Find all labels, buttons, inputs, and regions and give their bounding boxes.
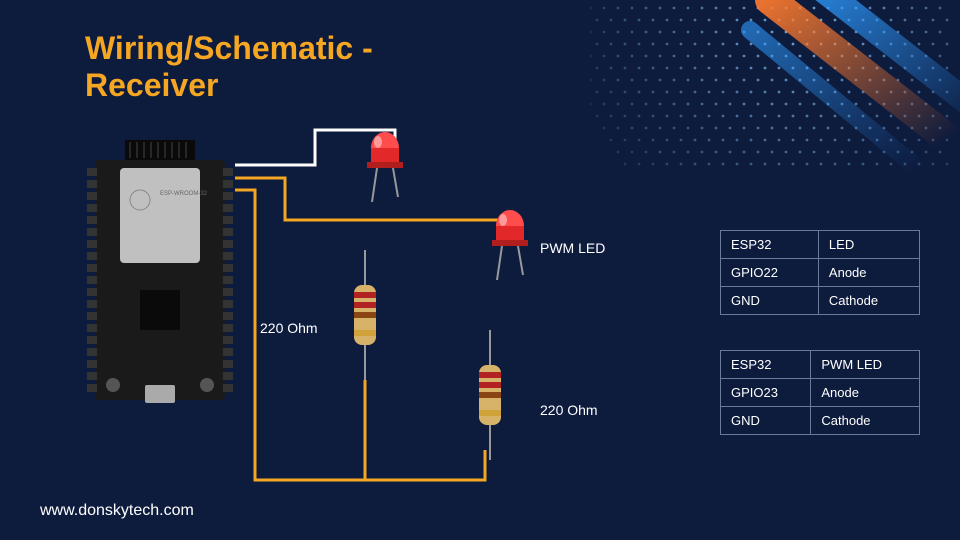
resistor-2	[475, 330, 505, 460]
resistor-1	[350, 250, 380, 380]
led-1	[360, 132, 410, 202]
esp32-board: ESP-WROOM-32	[85, 140, 235, 410]
led-2-label: PWM LED	[540, 240, 605, 256]
resistor-1-label: 220 Ohm	[260, 320, 318, 336]
decor-graphic	[590, 0, 960, 220]
table-row: GPIO22Anode	[721, 259, 920, 287]
table-row: GPIO23Anode	[721, 379, 920, 407]
table-row: GNDCathode	[721, 287, 920, 315]
pin-table-pwm-led: ESP32PWM LED GPIO23Anode GNDCathode	[720, 350, 920, 435]
page-title: Wiring/Schematic - Receiver	[85, 30, 373, 104]
resistor-2-label: 220 Ohm	[540, 402, 598, 418]
pin-tables: ESP32LED GPIO22Anode GNDCathode ESP32PWM…	[720, 230, 920, 470]
wiring-diagram: ESP-WROOM-32	[85, 120, 645, 520]
table-row: ESP32LED	[721, 231, 920, 259]
pin-table-led: ESP32LED GPIO22Anode GNDCathode	[720, 230, 920, 315]
watermark: www.donskytech.com	[40, 502, 194, 520]
svg-text:ESP-WROOM-32: ESP-WROOM-32	[160, 191, 208, 197]
table-row: ESP32PWM LED	[721, 351, 920, 379]
led-2	[485, 210, 535, 280]
title-line1: Wiring/Schematic -	[85, 30, 373, 66]
title-line2: Receiver	[85, 67, 218, 103]
table-row: GNDCathode	[721, 407, 920, 435]
